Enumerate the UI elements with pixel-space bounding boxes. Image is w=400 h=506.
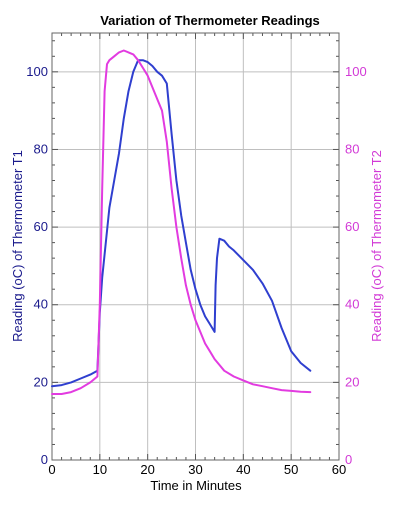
x-tick-label: 40 — [236, 462, 250, 477]
series-line-t2 — [51, 49, 312, 395]
y-tick-label-left: 40 — [34, 297, 48, 312]
y-tick-label-left: 60 — [34, 219, 48, 234]
y-tick-label-right: 20 — [345, 374, 359, 389]
plot-frame — [51, 32, 340, 461]
y-tick-label-right: 100 — [345, 64, 367, 79]
y-tick-label-right: 60 — [345, 219, 359, 234]
y-tick-label-right: 80 — [345, 141, 359, 156]
x-tick-label: 30 — [188, 462, 202, 477]
series-line-t1 — [51, 59, 312, 388]
x-tick-label: 60 — [332, 462, 346, 477]
x-tick-label: 20 — [140, 462, 154, 477]
y-axis-label-left: Reading (oC) of Thermometer T1 — [10, 150, 25, 342]
x-tick-label: 0 — [48, 462, 55, 477]
series-layer — [51, 49, 312, 395]
y-tick-label-left: 0 — [41, 452, 48, 467]
y-tick-label-left: 20 — [34, 374, 48, 389]
grid — [51, 33, 340, 461]
y-tick-label-left: 100 — [26, 64, 48, 79]
y-tick-label-right: 40 — [345, 297, 359, 312]
y-axis-label-right: Reading (oC) of Thermometer T2 — [369, 150, 384, 342]
y-tick-label-left: 80 — [34, 141, 48, 156]
y-tick-label-right: 0 — [345, 452, 352, 467]
x-tick-label: 10 — [93, 462, 107, 477]
chart-title: Variation of Thermometer Readings — [100, 13, 320, 28]
x-tick-label: 50 — [284, 462, 298, 477]
x-axis-label: Time in Minutes — [150, 478, 242, 493]
